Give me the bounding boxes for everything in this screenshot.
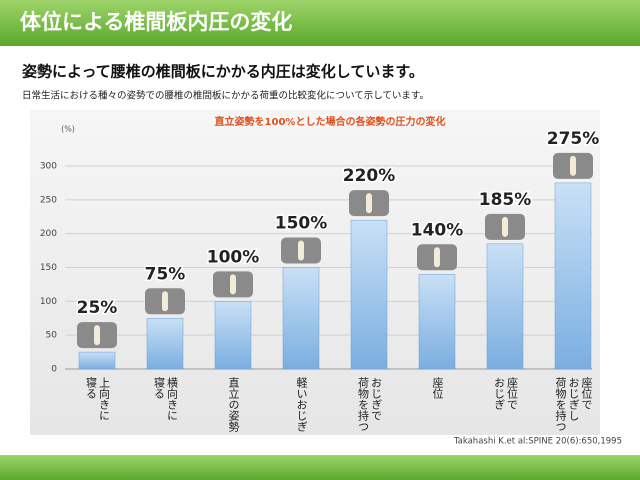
posture-figure — [434, 247, 440, 268]
posture-figure — [570, 155, 576, 176]
heading: 姿勢によって腰椎の椎間板にかかる内圧は変化しています。 — [22, 63, 424, 81]
value-label: 100% — [207, 247, 260, 267]
bar — [78, 351, 116, 370]
posture-figure — [162, 291, 168, 312]
y-tick-label: 50 — [46, 331, 58, 341]
bar — [146, 318, 184, 370]
x-tick-label: 横向きに — [166, 376, 179, 421]
x-tick-label: 座位で — [506, 376, 519, 410]
value-label: 150% — [275, 214, 328, 234]
value-label: 275% — [547, 129, 600, 149]
x-tick-label: 寝る — [85, 376, 98, 399]
x-tick-label: 直立の姿勢 — [227, 376, 240, 433]
y-tick-label: 250 — [40, 195, 57, 205]
x-tick-label: 寝る — [153, 376, 166, 399]
x-tick-label: 荷物を持つ — [357, 377, 370, 432]
x-tick-label: おじぎで — [370, 377, 383, 421]
x-tick-label: 座位で — [580, 376, 593, 410]
value-label: 220% — [343, 166, 396, 186]
y-tick-label: 100 — [40, 297, 57, 307]
footer-bar — [0, 455, 640, 480]
source: Takahashi K.et al:SPINE 20(6):650,1995 — [453, 437, 622, 447]
chart-title: 直立姿勢を100%とした場合の各姿勢の圧力の変化 — [215, 115, 446, 128]
header-bar — [0, 0, 640, 46]
value-label: 75% — [145, 264, 186, 284]
value-label: 185% — [479, 190, 532, 210]
posture-figure — [298, 240, 304, 261]
posture-figure — [94, 325, 100, 346]
y-tick-label: 0 — [51, 365, 57, 375]
x-tick-label: 座位 — [431, 376, 444, 399]
value-label: 140% — [411, 220, 464, 240]
posture-figure — [366, 193, 372, 214]
y-tick-label: 150 — [40, 263, 57, 273]
bar — [350, 219, 388, 370]
y-axis-label: (%) — [61, 125, 75, 134]
y-tick-label: 200 — [40, 229, 57, 239]
posture-figure — [230, 274, 236, 295]
description: 日常生活における種々の姿勢での腰椎の椎間板にかかる荷重の比較変化について示してい… — [22, 90, 429, 102]
bar — [214, 301, 252, 370]
x-tick-label: おじぎ — [493, 377, 506, 410]
header-title: 体位による椎間板内圧の変化 — [20, 10, 292, 34]
x-tick-label: 荷物を持つ — [554, 377, 567, 432]
value-label: 25% — [77, 298, 118, 318]
y-tick-label: 300 — [40, 162, 57, 172]
bar — [282, 267, 320, 370]
bar — [418, 274, 456, 370]
x-tick-label: おじぎし — [567, 377, 580, 421]
x-tick-label: 軽いおじぎ — [295, 377, 308, 432]
bar — [486, 243, 524, 370]
x-tick-label: 上向きに — [98, 377, 111, 421]
bar — [554, 182, 592, 370]
posture-figure — [502, 216, 508, 237]
